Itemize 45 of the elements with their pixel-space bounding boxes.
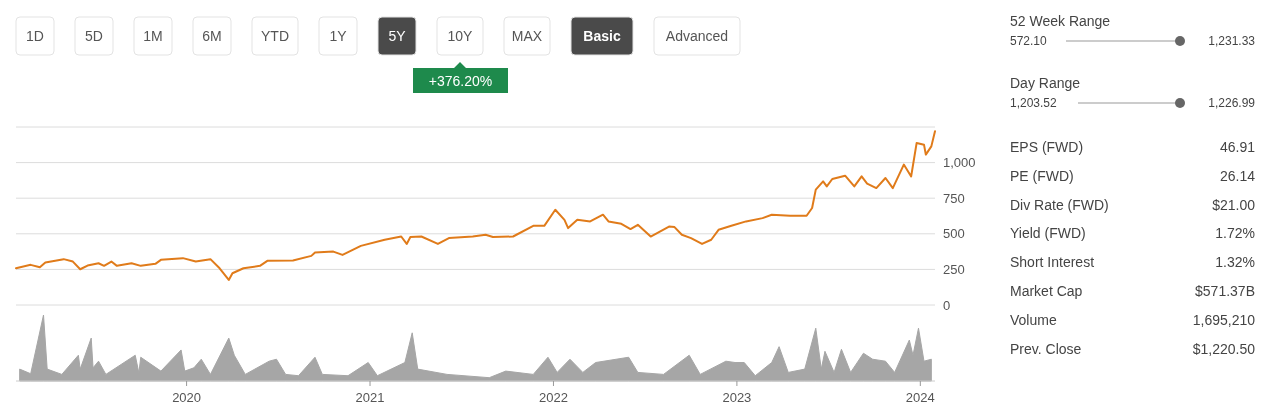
button: 6M <box>192 16 232 56</box>
text: 1,203.52 <box>1010 96 1058 110</box>
text: Market Cap <box>1010 283 1083 299</box>
text: 1,695,210 <box>1192 311 1256 328</box>
text: $21.00 <box>1212 196 1256 213</box>
button: MAX <box>503 16 551 56</box>
button: YTD <box>251 16 299 56</box>
y-tick-label: 250 <box>943 261 965 277</box>
y-tick-label: 500 <box>943 226 965 242</box>
button: 10Y <box>436 16 484 56</box>
x-tick-label: 2024 <box>905 390 935 405</box>
button: 1Y <box>318 16 358 56</box>
text: 52 Week Range <box>1010 13 1111 29</box>
button: 1M <box>133 16 173 56</box>
text: 26.14 <box>1219 167 1256 184</box>
x-tick-label: 2020 <box>172 390 202 405</box>
text: +376.20% <box>428 73 493 89</box>
text: Day Range <box>1010 75 1081 91</box>
y-tick-label: 1,000 <box>943 155 976 171</box>
y-tick-label: 750 <box>943 190 965 206</box>
text: 1.32% <box>1215 254 1255 271</box>
selected-button: 5Y <box>377 16 417 56</box>
text: Prev. Close <box>1010 340 1082 357</box>
selected-button: Basic <box>570 16 634 56</box>
text: PE (FWD) <box>1010 167 1074 184</box>
button: 5D <box>74 16 114 56</box>
text: $571.37B <box>1195 283 1255 299</box>
text: EPS (FWD) <box>1010 139 1084 155</box>
text: Volume <box>1010 311 1057 328</box>
button: Advanced <box>653 16 741 56</box>
x-tick-label: 2022 <box>539 390 568 405</box>
x-tick-label: 2023 <box>722 390 752 405</box>
line-series <box>15 130 936 281</box>
text: 1,231.33 <box>1208 34 1256 48</box>
y-tick-label: 0 <box>943 297 951 313</box>
text: 572.10 <box>1010 34 1048 48</box>
text: 1.72% <box>1215 225 1255 242</box>
text: 1,226.99 <box>1208 96 1256 110</box>
text: Short Interest <box>1010 254 1095 271</box>
text: Div Rate (FWD) <box>1010 196 1109 213</box>
text: 46.91 <box>1219 139 1256 155</box>
text: Yield (FWD) <box>1010 225 1086 242</box>
text: $1,220.50 <box>1192 340 1256 357</box>
button: 1D <box>15 16 55 56</box>
x-tick-label: 2021 <box>355 390 385 405</box>
